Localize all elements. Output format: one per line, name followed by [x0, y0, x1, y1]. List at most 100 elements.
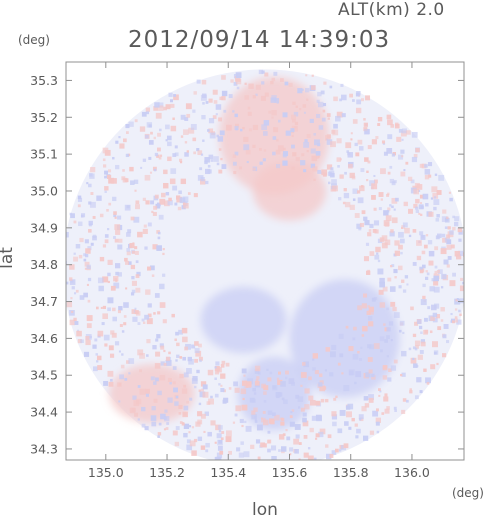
radar-speckle [200, 381, 207, 387]
radar-speckle [433, 196, 437, 199]
radar-speckle [376, 252, 379, 255]
radar-speckle [377, 123, 381, 126]
radar-speckle [369, 223, 374, 229]
radar-speckle [357, 305, 363, 311]
radar-speckle [159, 343, 164, 348]
radar-speckle [183, 202, 189, 209]
radar-speckle [412, 229, 417, 233]
radar-speckle [312, 353, 319, 359]
radar-speckle [281, 446, 287, 452]
radar-speckle [159, 283, 165, 290]
radar-speckle [141, 406, 146, 412]
radar-speckle [102, 276, 109, 283]
radar-speckle [263, 391, 267, 395]
radar-speckle [214, 366, 220, 372]
radar-speckle [184, 346, 188, 351]
radar-speckle [344, 421, 349, 426]
radar-speckle [263, 400, 267, 403]
radar-speckle [317, 169, 322, 174]
radar-speckle [383, 323, 386, 326]
radar-speckle [118, 135, 121, 139]
radar-speckle [289, 421, 295, 427]
radar-speckle [215, 424, 221, 431]
radar-speckle [437, 326, 442, 331]
radar-speckle [388, 321, 394, 326]
radar-speckle [121, 176, 126, 181]
radar-speckle [158, 422, 162, 426]
radar-speckle [157, 390, 162, 396]
radar-speckle [180, 114, 186, 120]
radar-speckle [442, 334, 447, 339]
radar-speckle [232, 154, 237, 158]
radar-speckle [156, 334, 161, 339]
radar-speckle [146, 122, 153, 128]
radar-speckle [133, 179, 139, 184]
radar-speckle [331, 414, 338, 420]
y-tick-label: 34.4 [30, 405, 58, 420]
radar-speckle [153, 312, 156, 315]
radar-speckle [284, 81, 289, 86]
radar-speckle [197, 419, 203, 425]
radar-speckle [256, 376, 260, 380]
radar-speckle [387, 207, 391, 211]
radar-speckle [169, 178, 176, 185]
radar-speckle [78, 221, 83, 227]
radar-speckle [341, 372, 344, 375]
radar-speckle [186, 368, 192, 374]
radar-region-5 [108, 364, 195, 424]
radar-speckle [220, 388, 225, 393]
radar-speckle [131, 276, 135, 280]
radar-speckle [115, 140, 119, 144]
radar-speckle [84, 261, 90, 267]
radar-speckle [184, 141, 188, 144]
radar-speckle [92, 215, 96, 219]
radar-speckle [383, 210, 389, 216]
radar-speckle [150, 200, 155, 205]
radar-speckle [367, 357, 373, 362]
radar-speckle [179, 356, 183, 359]
radar-speckle [165, 104, 171, 110]
radar-speckle [386, 210, 390, 213]
radar-speckle [373, 179, 378, 184]
radar-speckle [322, 109, 326, 113]
radar-speckle [117, 382, 122, 387]
radar-speckle [154, 102, 160, 108]
radar-speckle [380, 168, 386, 175]
x-tick-label: 135.6 [272, 465, 308, 480]
radar-speckle [273, 127, 279, 133]
radar-speckle [181, 388, 188, 394]
radar-speckle [318, 373, 323, 378]
radar-speckle [311, 155, 318, 162]
radar-speckle [303, 452, 309, 458]
radar-speckle [193, 193, 198, 198]
radar-speckle [361, 406, 367, 412]
radar-speckle [387, 192, 390, 196]
radar-speckle [244, 95, 249, 100]
radar-speckle [217, 136, 224, 142]
radar-speckle [337, 428, 343, 434]
radar-speckle [239, 166, 243, 170]
radar-speckle [79, 237, 84, 243]
radar-speckle [424, 317, 428, 322]
radar-speckle [315, 151, 321, 156]
radar-speckle [172, 366, 177, 370]
radar-speckle [393, 312, 400, 318]
radar-speckle [260, 442, 266, 448]
radar-speckle [255, 439, 261, 444]
radar-speckle [358, 146, 364, 151]
radar-speckle [332, 185, 339, 192]
radar-speckle [79, 295, 85, 300]
radar-speckle [128, 261, 132, 265]
radar-speckle [433, 351, 437, 355]
radar-speckle [261, 70, 265, 74]
radar-speckle [242, 380, 248, 386]
radar-speckle [219, 450, 224, 455]
radar-speckle [150, 131, 153, 135]
radar-speckle [335, 115, 341, 122]
radar-speckle [155, 351, 161, 357]
radar-speckle [394, 240, 400, 246]
radar-speckle [342, 201, 346, 205]
radar-speckle [167, 156, 172, 162]
radar-speckle [220, 157, 223, 161]
radar-speckle [401, 138, 404, 141]
